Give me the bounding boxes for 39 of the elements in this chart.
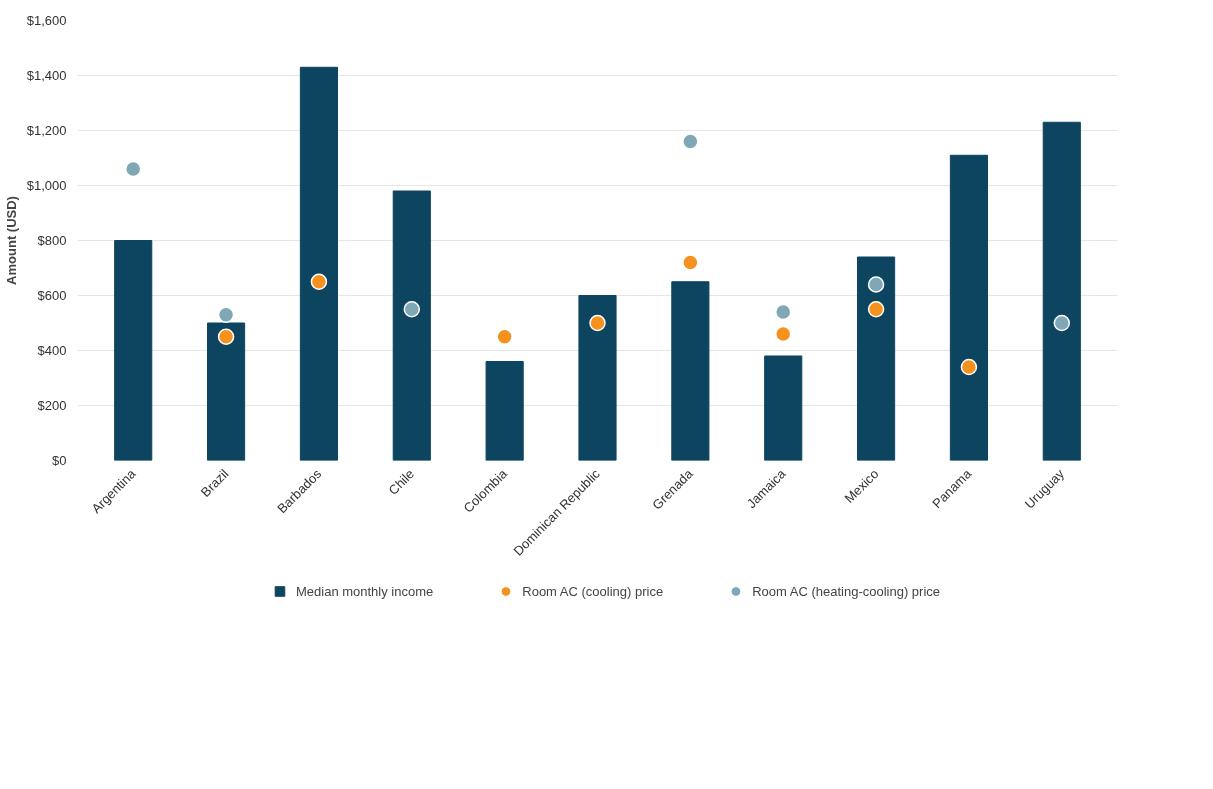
y-tick-label: $1,000	[26, 178, 67, 193]
legend-label: Room AC (heating-cooling) price	[752, 583, 941, 599]
y-tick-label: $1,400	[26, 68, 67, 83]
point	[496, 328, 513, 345]
point	[682, 133, 699, 150]
point	[589, 314, 606, 332]
point	[403, 301, 421, 318]
point	[124, 160, 142, 178]
y-tick-label: $0	[52, 453, 67, 468]
bar	[578, 295, 617, 461]
bar	[114, 240, 153, 461]
point	[867, 276, 885, 293]
bar	[949, 154, 988, 461]
bar	[299, 66, 338, 461]
y-tick-label: $400	[37, 343, 67, 358]
y-tick-label: $1,200	[26, 123, 67, 138]
y-axis-title: Amount (USD)	[3, 196, 19, 285]
legend-label: Room AC (cooling) price	[522, 583, 664, 599]
y-tick-label: $200	[37, 398, 67, 413]
bar	[1042, 121, 1081, 461]
point	[217, 328, 235, 345]
point	[960, 358, 978, 376]
bar	[671, 281, 710, 461]
bar	[764, 355, 803, 461]
y-tick-label: $800	[37, 233, 67, 248]
point	[774, 303, 792, 321]
point	[217, 306, 235, 323]
y-tick-label: $600	[37, 288, 67, 303]
y-tick-label: $1,600	[26, 13, 67, 28]
bar	[485, 361, 524, 461]
legend-label: Median monthly income	[295, 583, 434, 599]
bar	[392, 190, 431, 461]
bar	[857, 256, 896, 461]
point	[682, 254, 699, 271]
point	[1053, 314, 1071, 332]
bar	[207, 322, 246, 461]
point	[310, 273, 328, 290]
point	[774, 325, 792, 343]
point	[867, 301, 885, 318]
